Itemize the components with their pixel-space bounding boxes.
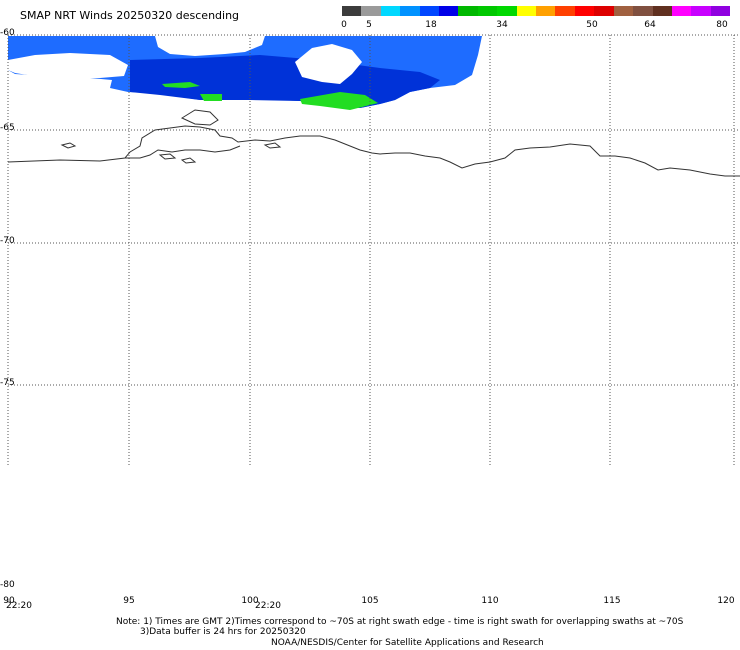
note-line: Note: 1) Times are GMT 2)Times correspon… <box>116 617 684 627</box>
colorbar-segment <box>710 6 731 16</box>
colorbar-segment <box>574 6 595 16</box>
colorbar-label: 64 <box>644 20 656 30</box>
colorbar-segment <box>536 6 556 16</box>
colorbar-segment <box>555 6 575 16</box>
colorbar-segment <box>652 6 672 16</box>
colorbar-segment <box>380 6 401 16</box>
wind-green-patch <box>200 94 222 101</box>
colorbar-segment <box>691 6 711 16</box>
colorbar-label: 0 <box>341 20 347 30</box>
colorbar-segment <box>400 6 420 16</box>
colorbar-label: 80 <box>716 20 728 30</box>
lat-label: -70 <box>0 236 15 246</box>
colorbar-segment <box>594 6 614 16</box>
no-data-gap <box>8 53 128 78</box>
lat-label: -65 <box>0 123 15 133</box>
colorbar-segment <box>497 6 517 16</box>
lon-label: 110 <box>481 596 499 606</box>
lon-label: 100 <box>241 596 259 606</box>
colorbar-label: 34 <box>496 20 508 30</box>
colorbar-segment <box>439 6 459 16</box>
lon-label: 90 <box>3 596 15 606</box>
colorbar-label: 5 <box>366 20 372 30</box>
colorbar-segment <box>342 6 362 16</box>
antarctic-coastline <box>7 109 740 177</box>
lat-label: -80 <box>0 580 15 590</box>
colorbar-segment <box>477 6 498 16</box>
swath-time-label: 22:20 <box>6 601 32 611</box>
no-data-gap <box>155 36 265 56</box>
lon-label: 115 <box>603 596 621 606</box>
colorbar-segment <box>458 6 478 16</box>
lon-label: 105 <box>361 596 379 606</box>
colorbar-segment <box>419 6 440 16</box>
wind-green-patch <box>162 82 200 88</box>
wind-green-patch <box>300 92 378 110</box>
lat-label: -60 <box>0 28 15 38</box>
colorbar-segment <box>671 6 692 16</box>
lon-label: 95 <box>123 596 135 606</box>
colorbar-label: 18 <box>425 20 437 30</box>
lon-label: 120 <box>717 596 735 606</box>
map-title: SMAP NRT Winds 20250320 descending <box>20 9 240 22</box>
no-data-gap <box>295 44 362 84</box>
colorbar-segment <box>633 6 653 16</box>
note-line: 3)Data buffer is 24 hrs for 20250320 <box>140 627 306 637</box>
lat-label: -75 <box>0 378 15 388</box>
swath-time-label: 22:20 <box>255 601 281 611</box>
colorbar-segment <box>361 6 381 16</box>
credit-line: NOAA/NESDIS/Center for Satellite Applica… <box>271 638 544 648</box>
colorbar-segment <box>613 6 634 16</box>
lat-lon-grid <box>7 34 740 465</box>
wind-speed-colorbar <box>342 6 731 16</box>
colorbar-label: 50 <box>586 20 598 30</box>
colorbar-segment <box>516 6 537 16</box>
